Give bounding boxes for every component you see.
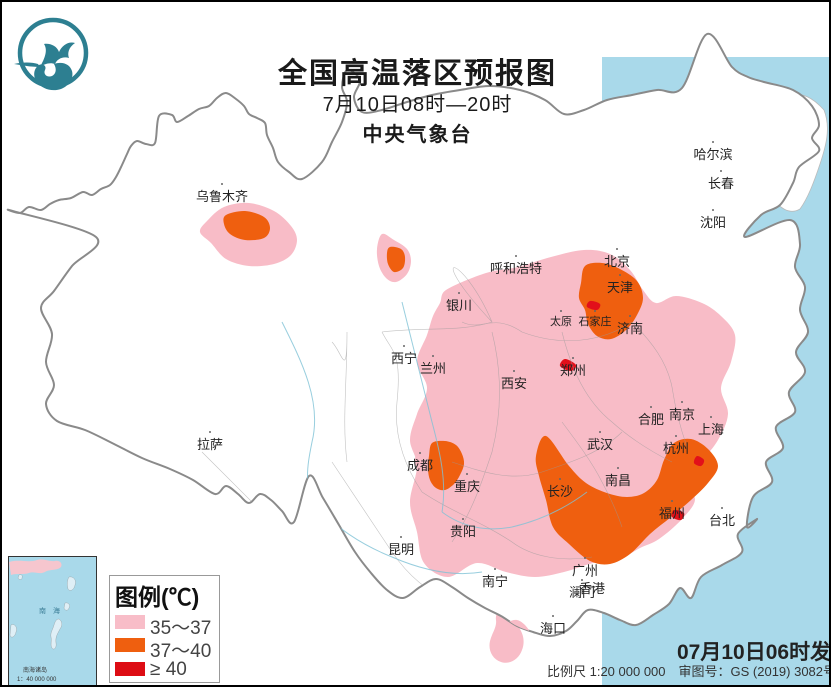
svg-text:南 海: 南 海	[39, 606, 60, 615]
